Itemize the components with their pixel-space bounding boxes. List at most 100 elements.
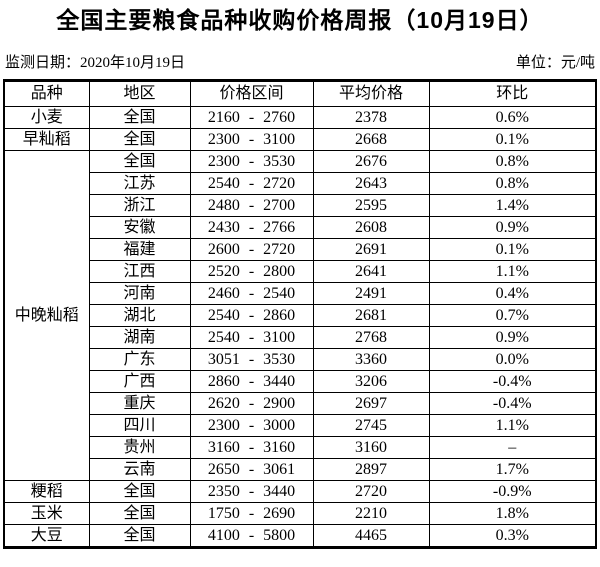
unit-label: 单位：元/吨: [515, 55, 595, 71]
table-row: 早籼稻 全国 2300 - 3100 2668 0.1%: [3, 128, 597, 151]
price-range-cell: 2520 - 2800: [189, 260, 314, 283]
variety-cell: 中晚籼稻: [3, 150, 90, 481]
region-cell: 福建: [88, 238, 191, 261]
change-cell: 0.1%: [428, 238, 597, 261]
change-cell: 0.7%: [428, 304, 597, 327]
table-row: 大豆 全国 4100 - 5800 4465 0.3%: [3, 524, 597, 548]
price-range-cell: 2620 - 2900: [189, 392, 314, 415]
change-cell: 1.1%: [428, 260, 597, 283]
change-cell: 1.7%: [428, 458, 597, 481]
avg-price-cell: 2676: [312, 150, 430, 173]
header-avg-price: 平均价格: [312, 80, 430, 107]
table-row: 江西 2520 - 2800 2641 1.1%: [4, 260, 597, 283]
price-range-cell: 2300 - 3530: [189, 150, 314, 173]
avg-price-cell: 2378: [312, 106, 430, 129]
change-cell: -0.4%: [428, 392, 597, 415]
change-cell: 0.4%: [428, 282, 597, 305]
region-cell: 重庆: [88, 392, 191, 415]
price-range-cell: 3051 - 3530: [189, 348, 314, 371]
variety-cell: 大豆: [3, 524, 90, 548]
region-cell: 河南: [88, 282, 191, 305]
avg-price-cell: 2491: [312, 282, 430, 305]
avg-price-cell: 3360: [312, 348, 430, 371]
price-range-cell: 2860 - 3440: [189, 370, 314, 393]
table-row: 粳稻 全国 2350 - 3440 2720 -0.9%: [3, 480, 597, 503]
price-range-cell: 2300 - 3000: [189, 414, 314, 437]
table-row: 湖北 2540 - 2860 2681 0.7%: [4, 304, 597, 327]
avg-price-cell: 2643: [312, 172, 430, 195]
table-row: 湖南 2540 - 3100 2768 0.9%: [4, 326, 597, 349]
region-cell: 全国: [88, 150, 191, 173]
price-range-cell: 2540 - 2860: [189, 304, 314, 327]
table-row: 河南 2460 - 2540 2491 0.4%: [4, 282, 597, 305]
region-cell: 全国: [88, 524, 191, 548]
avg-price-cell: 2608: [312, 216, 430, 239]
region-cell: 湖北: [88, 304, 191, 327]
change-cell: 0.6%: [428, 106, 597, 129]
table-row: 中晚籼稻 全国 2300 - 3530 2676 0.8%: [3, 150, 597, 481]
price-table: 品种 地区 价格区间 平均价格 环比 小麦 全国 2160 - 2760 2378 0.…: [3, 79, 597, 549]
avg-price-cell: 3206: [312, 370, 430, 393]
table-row: 江苏 2540 - 2720 2643 0.8%: [4, 172, 597, 195]
avg-price-cell: 2681: [312, 304, 430, 327]
region-cell: 贵州: [88, 436, 191, 459]
change-cell: 0.1%: [428, 128, 597, 151]
change-cell: 1.8%: [428, 502, 597, 525]
price-range-cell: 2430 - 2766: [189, 216, 314, 239]
price-range-cell: 2300 - 3100: [189, 128, 314, 151]
price-range-cell: 4100 - 5800: [189, 524, 314, 548]
change-cell: -0.4%: [428, 370, 597, 393]
avg-price-cell: 2210: [312, 502, 430, 525]
region-cell: 安徽: [88, 216, 191, 239]
region-cell: 湖南: [88, 326, 191, 349]
price-range-cell: 2460 - 2540: [189, 282, 314, 305]
price-range-cell: 2160 - 2760: [189, 106, 314, 129]
variety-cell: 粳稻: [3, 480, 90, 503]
table-row: 广西 2860 - 3440 3206 -0.4%: [4, 370, 597, 393]
change-cell: -0.9%: [428, 480, 597, 503]
avg-price-cell: 2595: [312, 194, 430, 217]
avg-price-cell: 2691: [312, 238, 430, 261]
region-cell: 全国: [88, 106, 191, 129]
avg-price-cell: 2668: [312, 128, 430, 151]
header-price-range: 价格区间: [189, 80, 314, 107]
header-variety: 品种: [3, 80, 90, 107]
region-cell: 全国: [88, 128, 191, 151]
meta-row: 监测日期：2020年10月19日 单位：元/吨: [0, 54, 600, 72]
price-range-cell: 3160 - 3160: [189, 436, 314, 459]
table-row: 小麦 全国 2160 - 2760 2378 0.6%: [3, 106, 597, 129]
table-row: 广东 3051 - 3530 3360 0.0%: [4, 348, 597, 371]
avg-price-cell: 2641: [312, 260, 430, 283]
price-range-cell: 2540 - 2720: [189, 172, 314, 195]
avg-price-cell: 4465: [312, 524, 430, 548]
price-range-cell: 1750 - 2690: [189, 502, 314, 525]
table-row: 福建 2600 - 2720 2691 0.1%: [4, 238, 597, 261]
change-cell: 0.9%: [428, 326, 597, 349]
price-range-cell: 2650 - 3061: [189, 458, 314, 481]
table-row: 安徽 2430 - 2766 2608 0.9%: [4, 216, 597, 239]
table-row: 四川 2300 - 3000 2745 1.1%: [4, 414, 597, 437]
price-table-body: 小麦 全国 2160 - 2760 2378 0.6% 早籼稻 全国 2300 - 3100 2…: [3, 106, 597, 548]
monitor-date-label: 监测日期：2020年10月19日: [5, 55, 186, 71]
price-range-cell: 2350 - 3440: [189, 480, 314, 503]
variety-cell: 小麦: [3, 106, 90, 129]
region-cell: 全国: [88, 502, 191, 525]
price-range-cell: 2600 - 2720: [189, 238, 314, 261]
region-cell: 江苏: [88, 172, 191, 195]
table-header: 品种 地区 价格区间 平均价格 环比: [3, 80, 597, 107]
avg-price-cell: 2768: [312, 326, 430, 349]
region-cell: 浙江: [88, 194, 191, 217]
change-cell: 0.3%: [428, 524, 597, 548]
avg-price-cell: 2897: [312, 458, 430, 481]
table-row: 贵州 3160 - 3160 3160–: [4, 436, 597, 459]
header-region: 地区: [88, 80, 191, 107]
region-cell: 广东: [88, 348, 191, 371]
region-cell: 四川: [88, 414, 191, 437]
region-cell: 云南: [88, 458, 191, 481]
change-cell: 0.9%: [428, 216, 597, 239]
change-cell: 1.1%: [428, 414, 597, 437]
table-row: 玉米 全国 1750 - 2690 2210 1.8%: [3, 502, 597, 525]
change-cell: –: [428, 436, 597, 459]
table-row: 重庆 2620 - 2900 2697 -0.4%: [4, 392, 597, 415]
